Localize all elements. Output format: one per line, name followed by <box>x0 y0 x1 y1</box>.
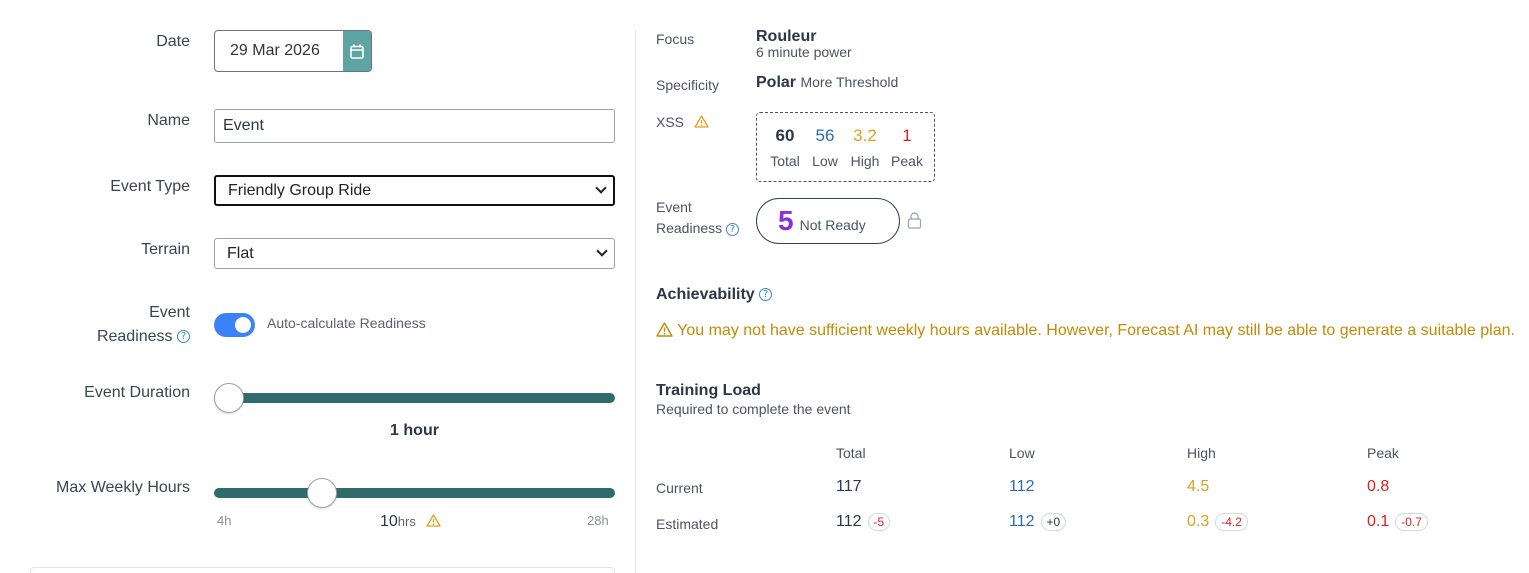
readiness-status: Not Ready <box>799 217 866 233</box>
xss-peak-caption: Peak <box>891 153 923 169</box>
xss-total: 60 Total <box>767 125 803 171</box>
specificity-sub: More Threshold <box>800 74 899 90</box>
tl-header-high: High <box>1187 445 1216 461</box>
xss-high-caption: High <box>850 153 880 169</box>
tl-estimated-low: 112 <box>1009 513 1035 531</box>
tl-header-total: Total <box>836 445 866 461</box>
weekly-hours-value: 10 <box>380 513 398 530</box>
readiness-label-line2: Readiness <box>96 328 173 345</box>
help-icon[interactable]: ? <box>177 330 190 344</box>
help-icon[interactable]: ? <box>726 222 740 236</box>
xss-peak-value: 1 <box>902 126 912 145</box>
event-type-select[interactable]: Friendly Group Ride <box>214 175 615 206</box>
weekly-hours-value-wrap: 10hrs <box>380 513 441 531</box>
chevron-down-icon <box>595 182 607 194</box>
achievability-warning: You may not have sufficient weekly hours… <box>656 322 1515 340</box>
weekly-hours-max: 28h <box>587 513 609 528</box>
focus-label: Focus <box>656 31 695 47</box>
xss-high-value: 3.2 <box>853 126 877 145</box>
tl-estimated-high-delta: -4.2 <box>1215 513 1248 531</box>
training-load-subtitle: Required to complete the event <box>656 401 851 417</box>
xss-label-wrap: XSS <box>656 112 709 132</box>
xss-total-value: 60 <box>775 126 795 145</box>
xss-low-value: 56 <box>815 126 835 145</box>
tl-estimated-total-delta: -5 <box>867 513 891 531</box>
focus-value: Rouleur <box>756 28 817 45</box>
tl-estimated-high-cell: 0.3 -4.2 <box>1187 513 1248 531</box>
duration-value: 1 hour <box>390 422 439 439</box>
duration-label: Event Duration <box>84 384 190 401</box>
tl-estimated-total-cell: 112 -5 <box>836 513 891 531</box>
tl-estimated-peak-delta: -0.7 <box>1395 513 1428 531</box>
xss-low: 56 Low <box>809 125 841 171</box>
terrain-select[interactable]: Flat <box>214 238 615 269</box>
tl-estimated-low-delta: +0 <box>1040 513 1067 531</box>
xss-low-caption: Low <box>812 153 838 169</box>
readiness-label: Readiness ? <box>40 325 190 349</box>
tl-current-low: 112 <box>1009 478 1035 495</box>
chevron-down-icon <box>596 245 608 257</box>
achievability-title: Achievability <box>656 286 755 303</box>
weekly-hours-unit: hrs <box>397 514 416 529</box>
xss-peak: 1 Peak <box>889 125 925 171</box>
warning-icon <box>656 322 673 337</box>
help-icon[interactable]: ? <box>759 288 773 302</box>
specificity-label: Specificity <box>656 77 720 93</box>
weekly-hours-slider-thumb[interactable] <box>306 478 337 508</box>
xss-total-caption: Total <box>770 153 800 169</box>
name-label: Name <box>147 112 190 129</box>
event-readiness-label-line1: Event <box>656 199 692 215</box>
xss-label: XSS <box>656 114 685 130</box>
duration-slider-track[interactable] <box>214 393 615 403</box>
toggle-knob <box>235 317 251 333</box>
tl-current-total: 117 <box>836 478 862 495</box>
achievability-heading: Achievability ? <box>656 286 773 304</box>
tl-row-current-label: Current <box>656 480 703 496</box>
weekly-hours-label: Max Weekly Hours <box>56 479 190 496</box>
duration-slider-thumb[interactable] <box>214 383 244 413</box>
tl-estimated-low-cell: 112 +0 <box>1009 513 1067 531</box>
specificity-row: Polar More Threshold <box>756 74 898 92</box>
achievability-message: You may not have sufficient weekly hours… <box>677 322 1515 339</box>
auto-readiness-toggle[interactable] <box>214 313 255 337</box>
lock-icon[interactable] <box>907 212 922 229</box>
event-type-label: Event Type <box>110 178 190 195</box>
date-value[interactable]: 29 Mar 2026 <box>230 42 320 59</box>
readiness-score-pill: 5 Not Ready <box>756 198 900 244</box>
tl-current-high: 4.5 <box>1187 478 1210 495</box>
focus-sub: 6 minute power <box>756 44 852 60</box>
tl-estimated-peak: 0.1 <box>1367 513 1390 531</box>
training-load-title: Training Load <box>656 382 761 399</box>
terrain-label: Terrain <box>141 241 190 258</box>
terrain-value: Flat <box>227 244 254 262</box>
event-type-value: Friendly Group Ride <box>228 181 372 199</box>
warning-icon <box>694 115 709 128</box>
tl-estimated-high: 0.3 <box>1187 513 1210 531</box>
xss-box: 60 Total 56 Low 3.2 High 1 Peak <box>756 112 935 182</box>
calendar-button[interactable] <box>343 31 371 71</box>
tl-estimated-peak-cell: 0.1 -0.7 <box>1367 513 1428 531</box>
tl-header-low: Low <box>1009 445 1035 461</box>
xss-high: 3.2 High <box>846 125 884 171</box>
readiness-label-line1: Event <box>149 304 190 321</box>
weekly-hours-slider-track[interactable] <box>214 488 615 498</box>
calendar-icon <box>350 44 364 59</box>
date-label: Date <box>156 33 190 50</box>
next-panel-edge <box>30 567 615 573</box>
warning-icon <box>426 514 441 527</box>
weekly-hours-min: 4h <box>217 513 232 528</box>
event-readiness-label-line2: Readiness <box>656 220 723 236</box>
date-picker[interactable]: 29 Mar 2026 <box>214 30 372 72</box>
event-readiness-label: Readiness ? <box>656 218 740 238</box>
column-divider <box>635 30 636 573</box>
tl-current-peak: 0.8 <box>1367 478 1390 495</box>
tl-estimated-total: 112 <box>836 513 862 531</box>
tl-row-estimated-label: Estimated <box>656 516 719 532</box>
tl-header-peak: Peak <box>1367 445 1399 461</box>
auto-readiness-label: Auto-calculate Readiness <box>267 315 426 331</box>
specificity-value: Polar <box>756 74 797 91</box>
name-input[interactable] <box>214 109 615 143</box>
readiness-score: 5 <box>778 205 794 236</box>
